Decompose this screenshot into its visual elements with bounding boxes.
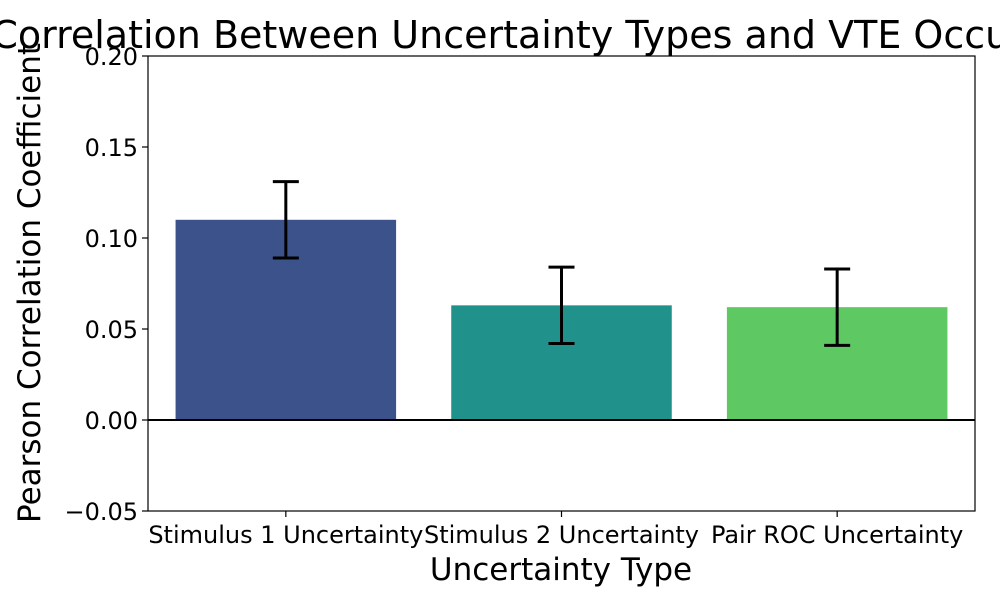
x-tick-label: Pair ROC Uncertainty: [711, 521, 963, 549]
y-tick-label: 0.15: [85, 134, 138, 162]
y-axis-title: Pearson Correlation Coefficient: [12, 43, 48, 523]
x-tick-label: Stimulus 2 Uncertainty: [424, 521, 699, 549]
error-bars-layer: [272, 180, 851, 347]
y-axis-ticks: −0.05 0.00 0.05 0.10 0.15 0.20: [64, 43, 148, 526]
x-axis-ticks: Stimulus 1 Uncertainty Stimulus 2 Uncerta…: [148, 511, 963, 549]
y-tick-label: 0.00: [85, 407, 138, 435]
x-axis-title: Uncertainty Type: [430, 552, 692, 588]
y-tick-label: 0.10: [85, 225, 138, 253]
y-tick-label: −0.05: [64, 498, 138, 526]
chart-title: Correlation Between Uncertainty Types an…: [0, 13, 1000, 57]
y-tick-label: 0.20: [85, 43, 138, 71]
x-tick-label: Stimulus 1 Uncertainty: [148, 521, 423, 549]
y-tick-label: 0.05: [85, 316, 138, 344]
